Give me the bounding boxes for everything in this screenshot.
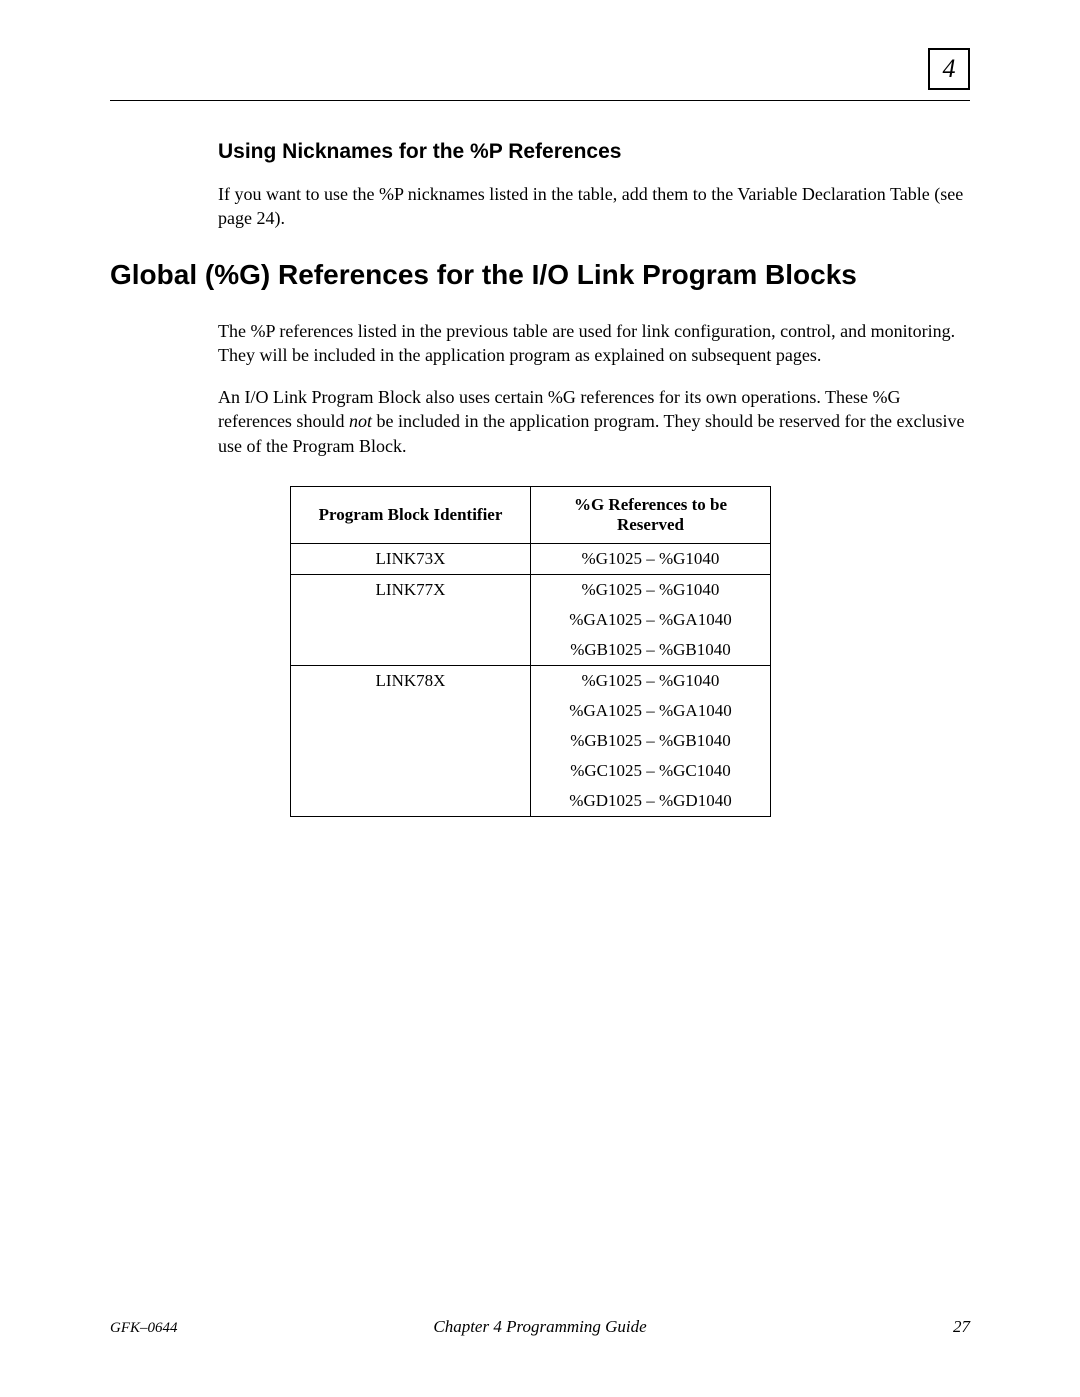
table-cell-reference: %G1025 – %G1040 <box>531 544 771 575</box>
table-row: LINK77X%G1025 – %G1040 <box>291 575 771 606</box>
table-row: %GB1025 – %GB1040 <box>291 726 771 756</box>
table-cell-identifier <box>291 786 531 817</box>
table-row: %GA1025 – %GA1040 <box>291 605 771 635</box>
para2-italic: not <box>349 411 372 431</box>
table-cell-reference: %GA1025 – %GA1040 <box>531 696 771 726</box>
table-cell-reference: %GB1025 – %GB1040 <box>531 726 771 756</box>
table-cell-reference: %GD1025 – %GD1040 <box>531 786 771 817</box>
table-row: %GB1025 – %GB1040 <box>291 635 771 666</box>
table-cell-reference: %G1025 – %G1040 <box>531 666 771 697</box>
table-cell-reference: %GB1025 – %GB1040 <box>531 635 771 666</box>
table-header-col1: Program Block Identifier <box>291 487 531 544</box>
table-row: %GD1025 – %GD1040 <box>291 786 771 817</box>
table-cell-identifier: LINK77X <box>291 575 531 606</box>
footer-chapter-title: Chapter 4 Programming Guide <box>433 1317 646 1337</box>
references-table: Program Block Identifier %G References t… <box>290 486 771 817</box>
table-cell-identifier <box>291 726 531 756</box>
table-row: LINK78X%G1025 – %G1040 <box>291 666 771 697</box>
section-para1: The %P references listed in the previous… <box>218 319 970 368</box>
table-cell-identifier: LINK78X <box>291 666 531 697</box>
table-body: LINK73X%G1025 – %G1040LINK77X%G1025 – %G… <box>291 544 771 817</box>
table-header-row: Program Block Identifier %G References t… <box>291 487 771 544</box>
chapter-number: 4 <box>943 54 956 84</box>
chapter-number-box: 4 <box>928 48 970 90</box>
subsection-title: Using Nicknames for the %P References <box>218 140 970 164</box>
table-row: LINK73X%G1025 – %G1040 <box>291 544 771 575</box>
footer-doc-id: GFK–0644 <box>110 1320 178 1337</box>
page: 4 Using Nicknames for the %P References … <box>0 0 1080 1397</box>
table-row: %GC1025 – %GC1040 <box>291 756 771 786</box>
table-cell-identifier <box>291 635 531 666</box>
section-para2: An I/O Link Program Block also uses cert… <box>218 385 970 458</box>
footer-page-number: 27 <box>953 1317 970 1337</box>
table-cell-identifier <box>291 696 531 726</box>
subsection-paragraph: If you want to use the %P nicknames list… <box>218 182 970 231</box>
header-rule <box>110 100 970 101</box>
section-title: Global (%G) References for the I/O Link … <box>110 259 970 291</box>
table-cell-reference: %G1025 – %G1040 <box>531 575 771 606</box>
table-row: %GA1025 – %GA1040 <box>291 696 771 726</box>
content-area: Using Nicknames for the %P References If… <box>110 50 970 817</box>
table-header-col2: %G References to be Reserved <box>531 487 771 544</box>
table-cell-identifier: LINK73X <box>291 544 531 575</box>
page-footer: GFK–0644 Chapter 4 Programming Guide 27 <box>110 1317 970 1337</box>
table-cell-identifier <box>291 756 531 786</box>
table-cell-reference: %GC1025 – %GC1040 <box>531 756 771 786</box>
table-cell-reference: %GA1025 – %GA1040 <box>531 605 771 635</box>
table-cell-identifier <box>291 605 531 635</box>
